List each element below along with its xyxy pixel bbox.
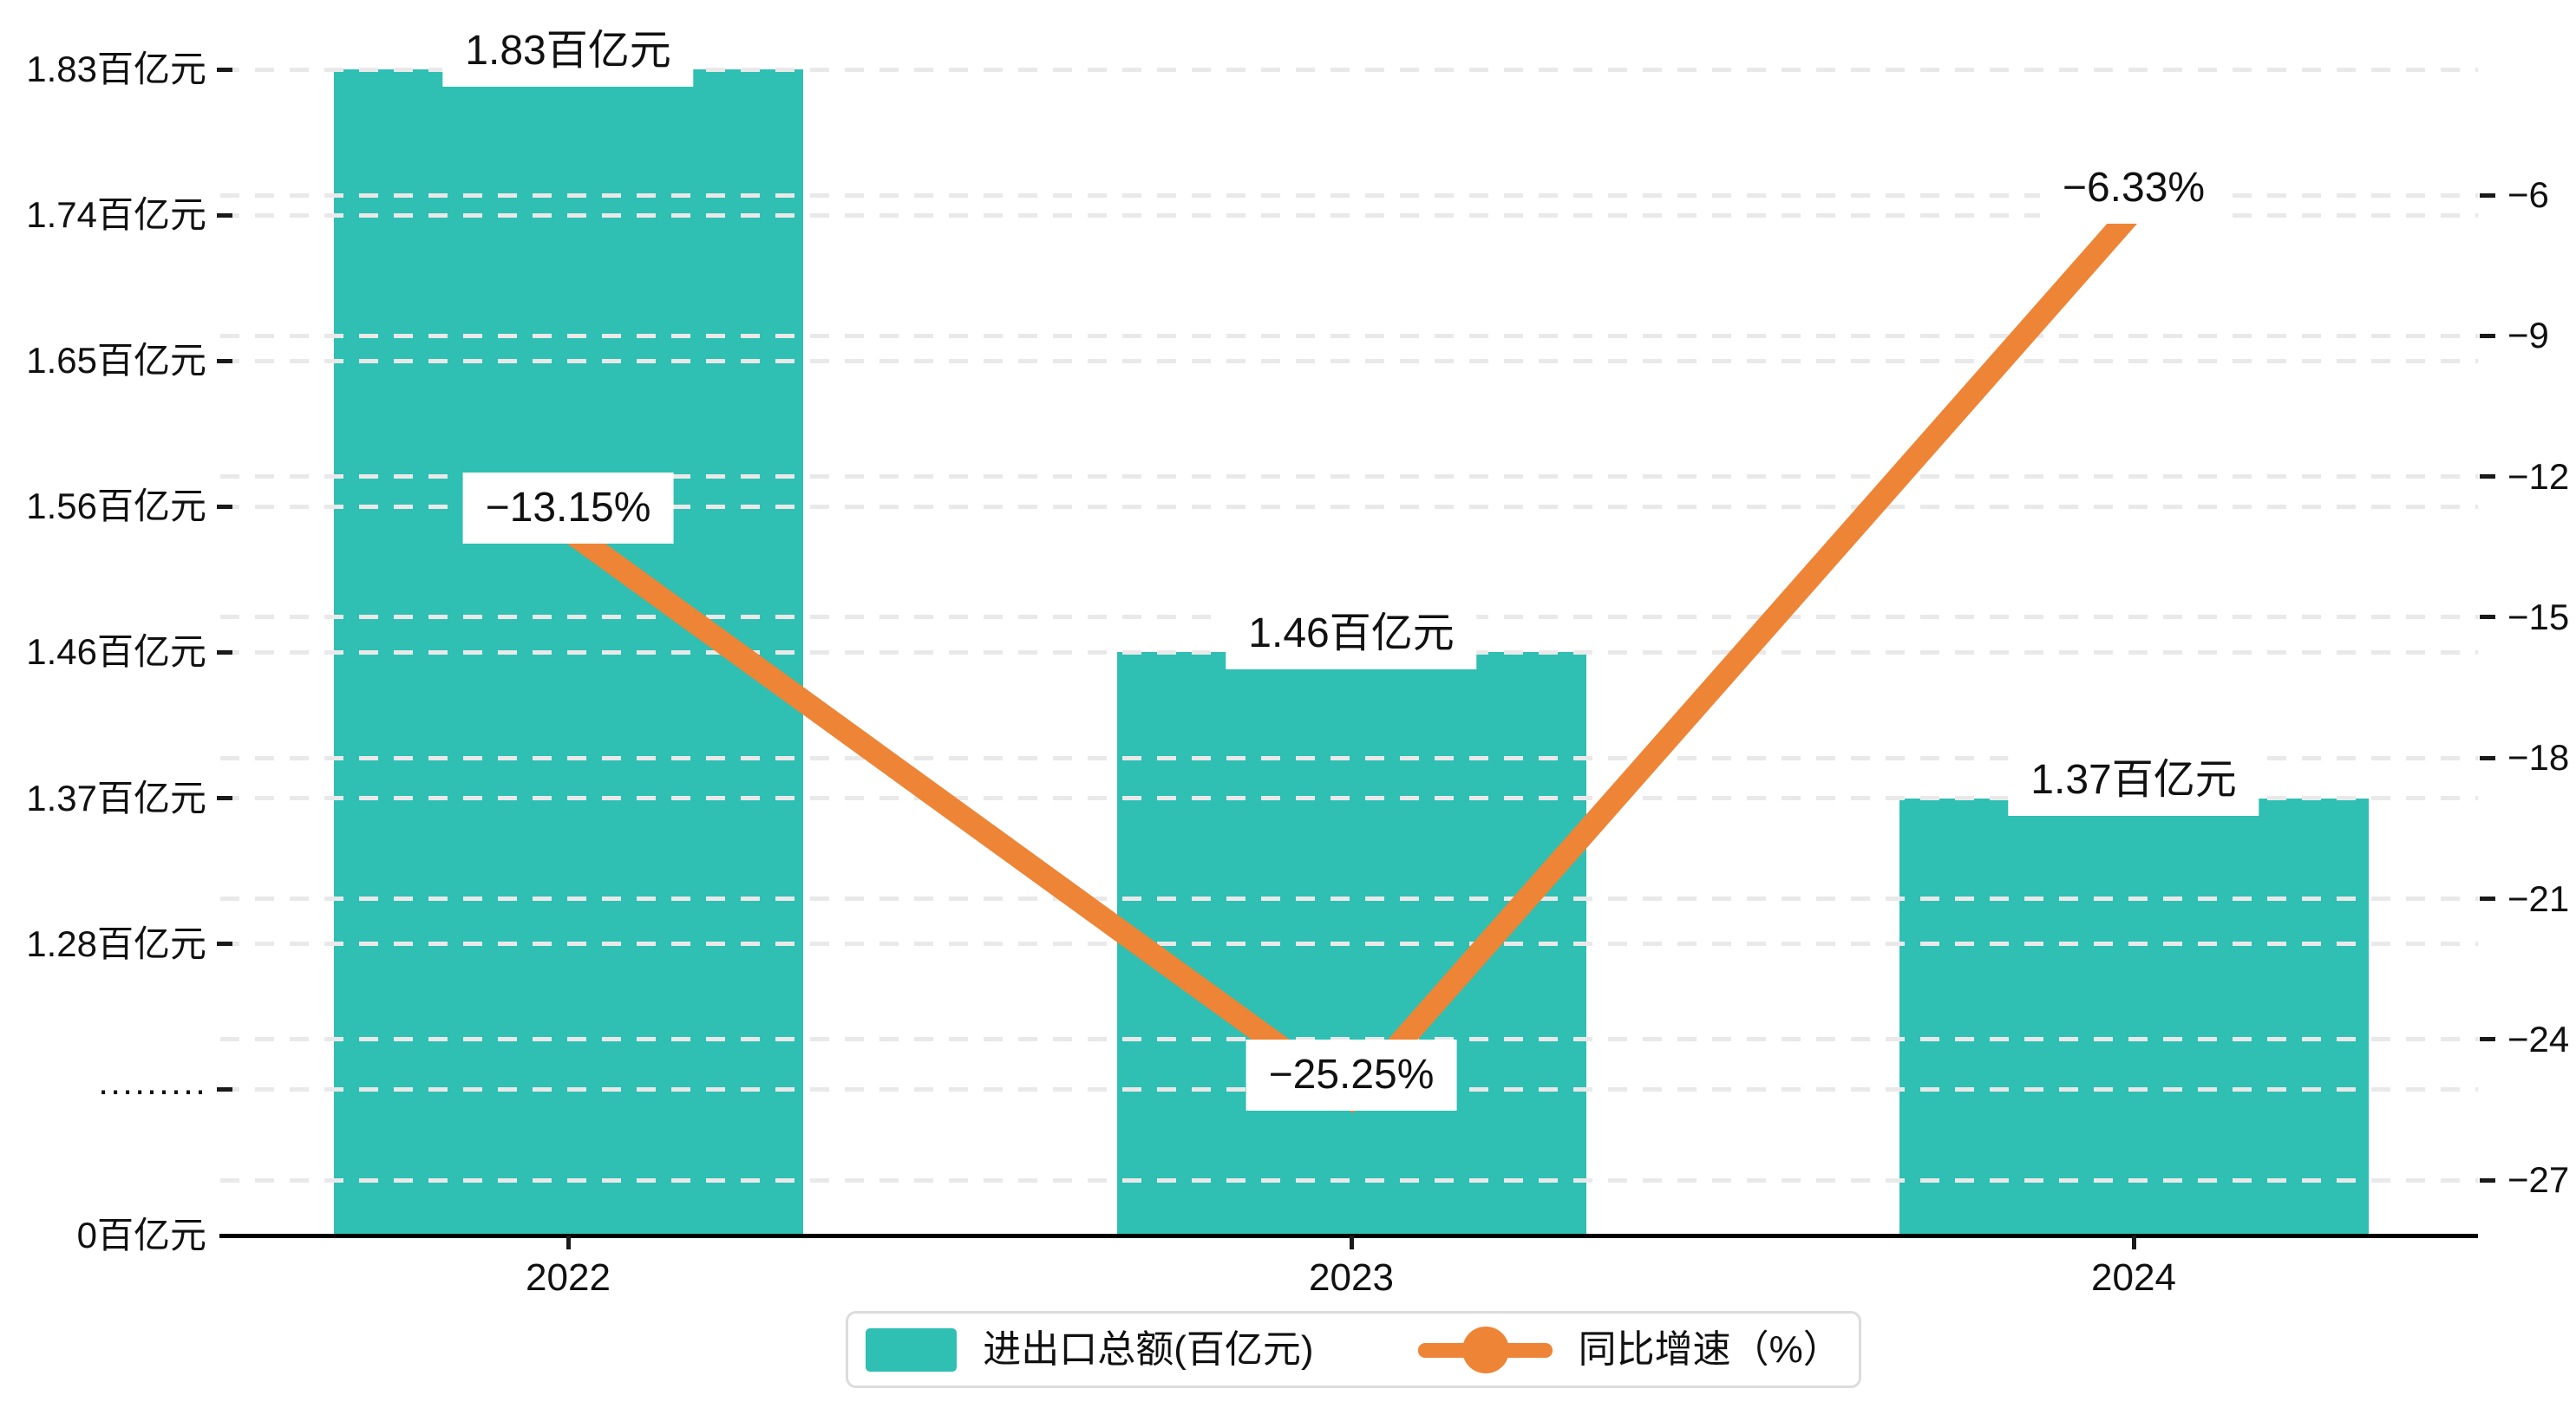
x-axis-tick-mark bbox=[1349, 1236, 1354, 1249]
legend-line-dot-icon[interactable] bbox=[1417, 1326, 1553, 1373]
y-axis-left-tick-label: 0百亿元 bbox=[76, 1215, 206, 1255]
y-axis-left-tick-mark bbox=[217, 796, 232, 800]
y-axis-left-tick-label: 1.83百亿元 bbox=[26, 49, 206, 89]
y-axis-right-tick-label: −15 bbox=[2507, 596, 2570, 637]
y-axis-left-tick-mark bbox=[217, 358, 232, 363]
line-point-label-2022: −13.15% bbox=[462, 472, 674, 544]
bar-value-label-2022: 1.83百亿元 bbox=[442, 16, 694, 87]
gridline bbox=[220, 474, 2478, 479]
y-axis-right-tick-mark bbox=[2480, 192, 2495, 198]
y-axis-right-tick-mark bbox=[2480, 755, 2495, 760]
x-axis-label-2022: 2022 bbox=[526, 1256, 611, 1299]
x-axis-label-2024: 2024 bbox=[2091, 1256, 2176, 1299]
y-axis-left-tick-label: 1.28百亿元 bbox=[26, 923, 206, 964]
y-axis-right-tick-label: −18 bbox=[2507, 737, 2570, 779]
y-axis-left-tick-mark bbox=[217, 942, 232, 947]
y-axis-right-tick-mark bbox=[2480, 897, 2495, 901]
legend: 进出口总额(百亿元) 同比增速（%） bbox=[846, 1311, 1861, 1388]
y-axis-left-tick-label: 1.46百亿元 bbox=[26, 631, 206, 673]
bar-value-label-2023: 1.46百亿元 bbox=[1226, 598, 1477, 670]
y-axis-left-tick-mark bbox=[217, 212, 232, 218]
gridline bbox=[220, 755, 2478, 760]
bar-2024[interactable] bbox=[1899, 798, 2369, 1236]
gridline bbox=[220, 333, 2478, 338]
legend-item-line-label[interactable]: 同比增速（%） bbox=[1578, 1327, 1841, 1371]
gridline bbox=[220, 796, 2478, 800]
line-point-label-2024: −6.33% bbox=[2039, 152, 2228, 224]
x-axis-tick-mark bbox=[566, 1236, 571, 1249]
y-axis-right-tick-label: −6 bbox=[2507, 174, 2549, 215]
legend-item-bar-label[interactable]: 进出口总额(百亿元) bbox=[983, 1327, 1314, 1371]
y-axis-left-tick-label: 1.65百亿元 bbox=[26, 340, 206, 381]
gridline bbox=[220, 212, 2478, 218]
y-axis-right-tick-label: −12 bbox=[2507, 455, 2570, 497]
y-axis-right-tick-label: −21 bbox=[2507, 877, 2570, 919]
x-axis-line bbox=[219, 1234, 2478, 1238]
line-point-label-2023: −25.25% bbox=[1246, 1040, 1457, 1112]
gridline bbox=[220, 358, 2478, 363]
y-axis-left-tick-mark bbox=[217, 504, 232, 509]
bar-value-label-2024: 1.37百亿元 bbox=[2008, 744, 2259, 816]
y-axis-right-tick-mark bbox=[2480, 615, 2495, 620]
y-axis-left-tick-mark bbox=[217, 67, 232, 72]
legend-bar-swatch-icon[interactable] bbox=[866, 1327, 958, 1372]
y-axis-left-tick-label: 1.37百亿元 bbox=[26, 777, 206, 818]
gridline bbox=[220, 1177, 2478, 1183]
y-axis-left-tick-mark bbox=[217, 649, 232, 655]
y-axis-left-tick-mark bbox=[217, 1087, 232, 1092]
y-axis-right-tick-label: −27 bbox=[2507, 1159, 2570, 1201]
gridline bbox=[220, 897, 2478, 901]
x-axis-tick-mark bbox=[2131, 1236, 2136, 1249]
gridline bbox=[220, 1037, 2478, 1042]
y-axis-right-tick-label: −9 bbox=[2507, 315, 2549, 356]
y-axis-right-tick-mark bbox=[2480, 1037, 2495, 1042]
y-axis-right-tick-mark bbox=[2480, 474, 2495, 479]
y-axis-right-tick-mark bbox=[2480, 1177, 2495, 1183]
y-axis-right-tick-mark bbox=[2480, 333, 2495, 338]
y-axis-left-tick-label: 1.56百亿元 bbox=[26, 486, 206, 527]
gridline bbox=[220, 504, 2478, 509]
gridline bbox=[220, 192, 2478, 198]
y-axis-right-tick-label: −24 bbox=[2507, 1018, 2570, 1060]
y-axis-break-label: ········· bbox=[97, 1068, 206, 1110]
x-axis-label-2023: 2023 bbox=[1309, 1256, 1394, 1299]
gridline bbox=[220, 67, 2478, 72]
y-axis-left-tick-label: 1.74百亿元 bbox=[26, 194, 206, 236]
gridline bbox=[220, 942, 2478, 947]
